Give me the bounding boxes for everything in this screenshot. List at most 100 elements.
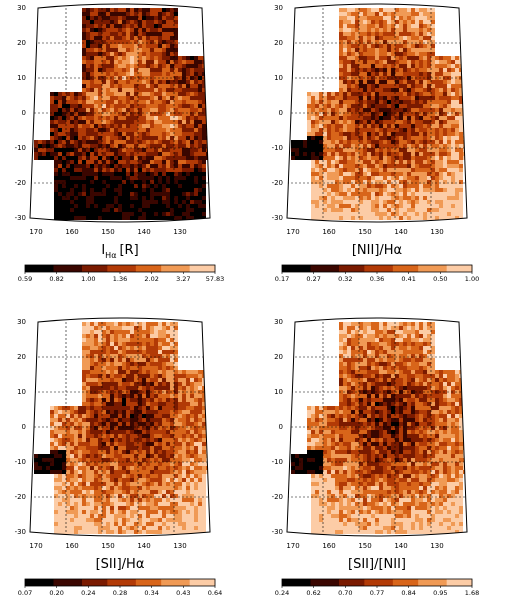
y-tick-label: 30 — [274, 4, 283, 12]
colorbar-tick-label: 0.95 — [433, 589, 447, 597]
colorbar-tick-label: 0.34 — [144, 589, 158, 597]
panel-title: [NII]/Hα — [352, 243, 402, 258]
colorbar-tick-label: 0.07 — [18, 589, 32, 597]
y-tick-label: 10 — [17, 388, 26, 396]
y-tick-label: 10 — [17, 74, 26, 82]
x-tick-label: 130 — [173, 542, 186, 550]
x-tick-label: 150 — [101, 228, 114, 236]
colorbar-tick-label: 0.20 — [49, 589, 63, 597]
x-tick-label: 170 — [29, 542, 42, 550]
y-tick-label: -20 — [15, 493, 26, 501]
map-frame — [286, 3, 468, 223]
intensity-map — [291, 8, 467, 220]
coordinate-grid — [30, 322, 210, 532]
x-tick-label: 160 — [322, 542, 335, 550]
colorbar-tick-label: 0.32 — [338, 275, 352, 283]
y-tick-label: -30 — [272, 528, 283, 536]
colorbar-tick-label: 1.36 — [113, 275, 127, 283]
colorbar-tick-label: 0.70 — [338, 589, 352, 597]
y-tick-label: -10 — [272, 144, 283, 152]
panel-title: IHα [R] — [101, 243, 138, 260]
colorbar-tick-label: 1.68 — [465, 589, 479, 597]
y-tick-label: -10 — [272, 458, 283, 466]
colorbar-tick-label: 57.83 — [206, 275, 225, 283]
coordinate-grid — [287, 8, 467, 218]
x-tick-label: 170 — [29, 228, 42, 236]
x-tick-label: 140 — [394, 228, 407, 236]
x-tick-label: 130 — [430, 228, 443, 236]
colorbar: 0.59 0.82 1.00 1.36 2.02 3.27 57.83 — [18, 264, 225, 283]
colorbar-tick-label: 0.27 — [306, 275, 320, 283]
colorbar-tick-label: 0.82 — [49, 275, 63, 283]
map-frame — [29, 3, 211, 223]
y-tick-label: -30 — [15, 214, 26, 222]
x-tick-label: 150 — [358, 228, 371, 236]
intensity-map — [34, 322, 210, 534]
colorbar: 0.24 0.62 0.70 0.77 0.84 0.95 1.68 — [275, 578, 479, 597]
y-tick-label: -20 — [272, 493, 283, 501]
colorbar-tick-label: 0.59 — [18, 275, 32, 283]
colorbar-tick-label: 0.17 — [275, 275, 289, 283]
y-tick-label: 0 — [22, 109, 26, 117]
x-tick-label: 160 — [65, 228, 78, 236]
panel-title: [SII]/[NII] — [348, 557, 406, 572]
intensity-map — [34, 8, 210, 220]
panel-title: [SII]/Hα — [96, 557, 145, 572]
colorbar-tick-label: 0.43 — [176, 589, 190, 597]
x-tick-label: 140 — [137, 542, 150, 550]
y-tick-label: -30 — [15, 528, 26, 536]
intensity-map — [291, 322, 467, 534]
y-tick-label: 20 — [17, 353, 26, 361]
colorbar: 0.17 0.27 0.32 0.36 0.41 0.50 1.00 — [275, 264, 479, 283]
colorbar-tick-label: 0.24 — [275, 589, 289, 597]
map-frame — [29, 317, 211, 537]
colorbar-tick-label: 1.00 — [465, 275, 479, 283]
x-tick-label: 130 — [430, 542, 443, 550]
y-tick-label: -10 — [15, 458, 26, 466]
x-tick-label: 160 — [322, 228, 335, 236]
coordinate-grid — [287, 322, 467, 532]
colorbar-tick-label: 0.36 — [370, 275, 384, 283]
y-tick-label: 30 — [274, 318, 283, 326]
y-tick-label: -20 — [272, 179, 283, 187]
colorbar-tick-label: 0.28 — [113, 589, 127, 597]
colorbar-tick-label: 0.41 — [401, 275, 415, 283]
colorbar-tick-label: 2.02 — [144, 275, 158, 283]
colorbar-tick-label: 0.77 — [370, 589, 384, 597]
y-tick-label: -20 — [15, 179, 26, 187]
colorbar-tick-label: 0.50 — [433, 275, 447, 283]
y-tick-label: -30 — [272, 214, 283, 222]
y-tick-label: 0 — [22, 423, 26, 431]
y-tick-label: 0 — [279, 423, 283, 431]
y-tick-label: 30 — [17, 4, 26, 12]
colorbar-tick-label: 0.62 — [306, 589, 320, 597]
y-tick-label: 20 — [17, 39, 26, 47]
x-tick-label: 160 — [65, 542, 78, 550]
map-frame — [286, 317, 468, 537]
colorbar-tick-label: 0.64 — [208, 589, 222, 597]
x-tick-label: 150 — [358, 542, 371, 550]
colorbar-tick-label: 1.00 — [81, 275, 95, 283]
y-tick-label: 0 — [279, 109, 283, 117]
x-tick-label: 140 — [137, 228, 150, 236]
colorbar-tick-label: 0.24 — [81, 589, 95, 597]
y-tick-label: 10 — [274, 74, 283, 82]
y-tick-label: 20 — [274, 353, 283, 361]
x-tick-label: 170 — [286, 228, 299, 236]
y-tick-label: 10 — [274, 388, 283, 396]
y-tick-label: -10 — [15, 144, 26, 152]
colorbar-tick-label: 0.84 — [401, 589, 415, 597]
x-tick-label: 140 — [394, 542, 407, 550]
y-tick-label: 30 — [17, 318, 26, 326]
colorbar: 0.07 0.20 0.24 0.28 0.34 0.43 0.64 — [18, 578, 222, 597]
x-tick-label: 170 — [286, 542, 299, 550]
y-tick-label: 20 — [274, 39, 283, 47]
coordinate-grid — [30, 8, 210, 218]
colorbar-tick-label: 3.27 — [176, 275, 190, 283]
x-tick-label: 150 — [101, 542, 114, 550]
